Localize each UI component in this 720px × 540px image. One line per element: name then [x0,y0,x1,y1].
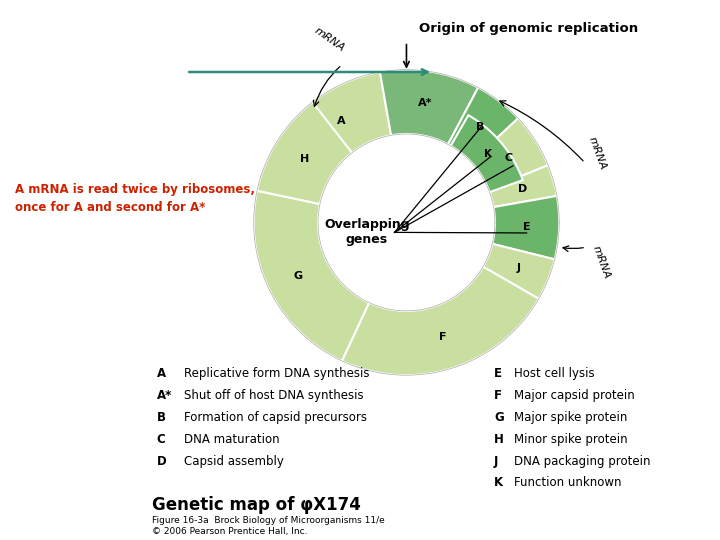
Text: Formation of capsid precursors: Formation of capsid precursors [184,411,367,424]
Text: J: J [516,262,521,273]
Text: B: B [476,122,484,132]
Text: mRNA: mRNA [586,135,608,171]
Text: K: K [484,149,492,159]
Text: Minor spike protein: Minor spike protein [514,433,627,446]
Text: J: J [494,455,498,468]
Text: once for A and second for A*: once for A and second for A* [14,200,205,214]
Polygon shape [282,72,391,172]
Text: A: A [338,116,346,126]
Text: C: C [504,153,512,163]
Text: mRNA: mRNA [590,244,611,280]
Polygon shape [492,196,559,259]
Text: B: B [156,411,166,424]
Text: A: A [156,367,166,380]
Text: DNA packaging protein: DNA packaging protein [514,455,650,468]
Text: D: D [156,455,166,468]
Text: mRNA: mRNA [312,26,346,54]
Text: A mRNA is read twice by ribosomes,: A mRNA is read twice by ribosomes, [14,183,255,195]
Polygon shape [380,70,478,144]
Text: K: K [494,476,503,489]
Text: Shut off of host DNA synthesis: Shut off of host DNA synthesis [184,389,364,402]
Text: Host cell lysis: Host cell lysis [514,367,595,380]
Text: G: G [294,271,303,281]
Text: Function unknown: Function unknown [514,476,621,489]
Text: E: E [523,221,531,232]
Text: D: D [518,184,527,194]
Text: Figure 16-3a  Brock Biology of Microorganisms 11/e
© 2006 Pearson Prentice Hall,: Figure 16-3a Brock Biology of Microorgan… [151,516,384,536]
Text: C: C [156,433,166,446]
Text: G: G [494,411,504,424]
Text: F: F [494,389,502,402]
Polygon shape [253,191,369,361]
Text: Origin of genomic replication: Origin of genomic replication [419,22,639,35]
Text: Genetic map of φX174: Genetic map of φX174 [151,496,361,514]
Polygon shape [488,165,557,207]
Text: H: H [494,433,504,446]
Polygon shape [257,102,352,204]
Polygon shape [471,118,548,190]
Text: H: H [300,153,309,164]
Text: Capsid assembly: Capsid assembly [184,455,284,468]
Polygon shape [451,115,523,192]
Polygon shape [483,244,554,299]
Text: Replicative form DNA synthesis: Replicative form DNA synthesis [184,367,370,380]
Text: F: F [439,333,446,342]
Text: E: E [494,367,502,380]
Text: Major capsid protein: Major capsid protein [514,389,634,402]
Text: DNA maturation: DNA maturation [184,433,280,446]
Text: A*: A* [418,98,433,109]
Text: Overlapping
genes: Overlapping genes [324,218,410,246]
Text: Major spike protein: Major spike protein [514,411,627,424]
Text: A*: A* [156,389,172,402]
Polygon shape [342,267,539,375]
Polygon shape [448,87,518,162]
